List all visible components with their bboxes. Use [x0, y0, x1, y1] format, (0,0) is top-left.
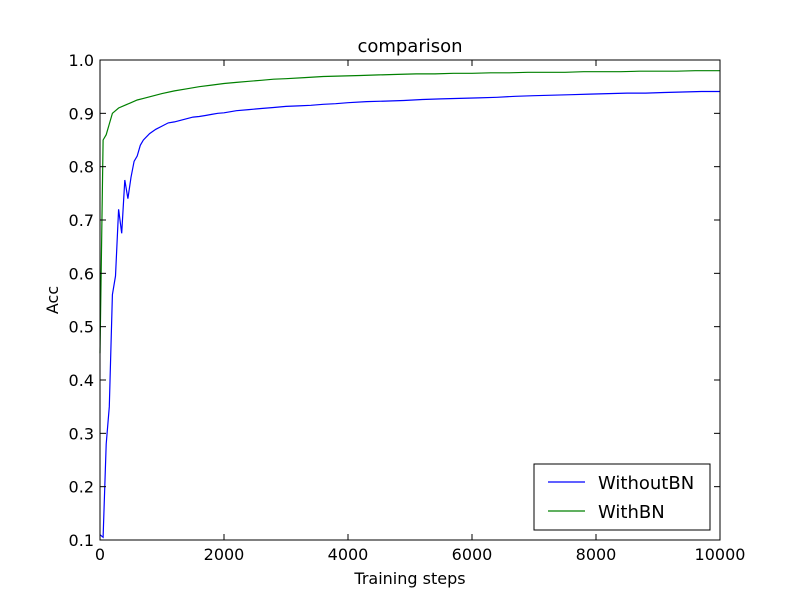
legend-label-withoutbn: WithoutBN: [598, 473, 694, 494]
y-tick-label: 0.4: [69, 371, 94, 390]
x-tick-label: 6000: [452, 545, 493, 564]
y-tick-label: 0.9: [69, 104, 94, 123]
y-tick-label: 1.0: [69, 51, 94, 70]
series-line-withoutbn: [99, 90, 720, 539]
tick-layer: 0 2000 4000 6000 8000 10000 0.1 0.2 0.3 0.4 0.5 0.6…: [69, 51, 746, 564]
y-tick-label: 0.2: [69, 478, 94, 497]
y-tick-label: 0.8: [69, 158, 94, 177]
y-axis-label: Acc: [43, 286, 62, 314]
series-layer: [99, 70, 720, 539]
series-line-withbn: [99, 70, 720, 354]
y-tick-label: 0.3: [69, 424, 94, 443]
x-tick-label: 0: [95, 545, 105, 564]
x-tick-label: 2000: [204, 545, 245, 564]
x-axis-label: Training steps: [353, 569, 465, 588]
y-tick-label: 0.6: [69, 264, 94, 283]
x-tick-label: 8000: [576, 545, 617, 564]
plot-area-frame: [99, 59, 721, 541]
x-tick-label: 4000: [328, 545, 369, 564]
y-tick-label: 0.5: [69, 318, 94, 337]
legend-label-withbn: WithBN: [598, 502, 665, 523]
chart-title: comparison: [357, 36, 462, 57]
y-tick-label: 0.7: [69, 211, 94, 230]
legend: WithoutBN WithBN: [533, 463, 711, 531]
legend-box: [533, 463, 711, 531]
y-tick-label: 0.1: [69, 531, 94, 550]
x-tick-label: 10000: [695, 545, 746, 564]
